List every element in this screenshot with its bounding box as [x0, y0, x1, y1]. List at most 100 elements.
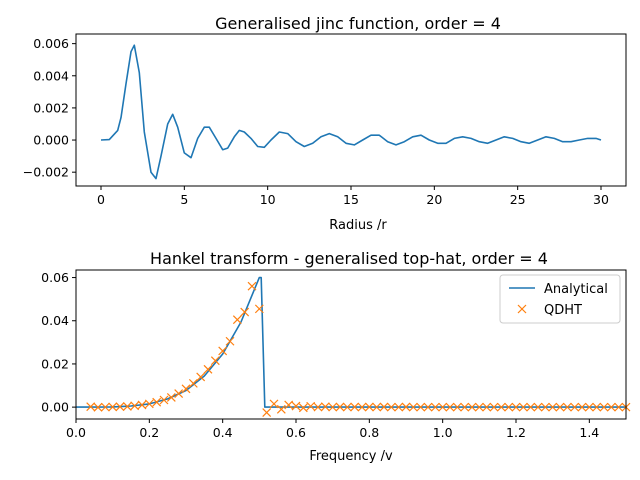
bottom-qdht-point [526, 402, 536, 412]
bottom-qdht-point [606, 402, 616, 412]
bottom-qdht-point [298, 403, 308, 413]
bottom-x-tick-label: 1.4 [579, 425, 599, 440]
bottom-qdht-point [166, 392, 176, 402]
bottom-qdht-point [562, 402, 572, 412]
legend-box [499, 274, 621, 324]
bottom-x-axis-label: Frequency /v [309, 449, 393, 464]
top-x-tick-label: 30 [593, 192, 609, 207]
legend: Analytical QDHT [499, 274, 621, 324]
bottom-qdht-point [482, 402, 492, 412]
bottom-y-tick-label: 0.02 [41, 356, 69, 371]
bottom-x-tick-label: 1.2 [506, 425, 526, 440]
bottom-qdht-point [467, 402, 477, 412]
bottom-qdht-point [203, 364, 213, 374]
bottom-qdht-point [196, 372, 206, 382]
bottom-qdht-point [188, 378, 198, 388]
bottom-qdht-point [460, 402, 470, 412]
bottom-qdht-point [174, 389, 184, 398]
bottom-qdht-point [306, 401, 316, 411]
bottom-qdht-point [218, 346, 228, 356]
top-x-axis-label: Radius /r [329, 218, 387, 233]
bottom-qdht-point [152, 397, 162, 407]
bottom-qdht-point [379, 402, 389, 412]
top-series-0-line [100, 44, 602, 180]
bottom-qdht-point [93, 402, 103, 412]
bottom-qdht-point [423, 402, 433, 412]
bottom-qdht-point [144, 399, 154, 409]
top-chart: Generalised jinc function, order = 4 0 5 1… [23, 14, 627, 233]
top-x-tick-label: 0 [97, 192, 105, 207]
top-y-tick-label: 0.002 [33, 100, 69, 115]
bottom-qdht-point [232, 315, 242, 325]
bottom-qdht-point [548, 402, 558, 412]
top-x-ticks: 0 5 10 15 20 25 30 [97, 186, 609, 207]
bottom-qdht-point [342, 402, 352, 412]
top-chart-title: Generalised jinc function, order = 4 [215, 14, 501, 33]
bottom-qdht-point [577, 402, 587, 412]
bottom-x-tick-label: 0.2 [139, 425, 159, 440]
top-y-ticks: −0.002 0.000 0.002 0.004 0.006 [23, 36, 76, 180]
bottom-qdht-point [430, 402, 440, 412]
bottom-qdht-point [511, 402, 521, 412]
bottom-qdht-point [313, 402, 323, 412]
top-x-tick-label: 20 [426, 192, 442, 207]
bottom-qdht-point [555, 402, 565, 412]
bottom-qdht-point [108, 402, 118, 412]
bottom-qdht-point [408, 402, 418, 412]
bottom-qdht-point [489, 402, 499, 412]
bottom-qdht-point [137, 400, 147, 410]
top-y-tick-label: 0.004 [33, 68, 69, 83]
bottom-qdht-point [533, 402, 543, 412]
bottom-qdht-point [100, 402, 110, 412]
top-y-tick-label: 0.000 [33, 133, 69, 148]
bottom-qdht-point [159, 395, 169, 405]
top-series-group [100, 44, 602, 180]
bottom-qdht-point [401, 402, 411, 412]
bottom-qdht-point [452, 402, 462, 412]
top-x-tick-label: 25 [510, 192, 526, 207]
bottom-qdht-point [540, 402, 550, 412]
legend-analytical-label: Analytical [544, 282, 608, 297]
bottom-x-tick-label: 0.0 [66, 425, 86, 440]
bottom-qdht-point [262, 408, 272, 417]
bottom-qdht-point [372, 402, 382, 412]
bottom-qdht-point [122, 402, 132, 411]
bottom-qdht-point [130, 401, 140, 411]
bottom-qdht-point [247, 281, 257, 291]
bottom-qdht-point [364, 402, 374, 412]
bottom-qdht-point [599, 402, 609, 412]
bottom-qdht-point [240, 307, 250, 317]
bottom-series-group [76, 276, 631, 417]
bottom-y-tick-label: 0.04 [41, 313, 69, 328]
bottom-qdht-point [225, 336, 235, 346]
top-y-tick-label: −0.002 [23, 165, 69, 180]
bottom-qdht-point [518, 402, 528, 412]
bottom-y-tick-label: 0.00 [41, 400, 69, 415]
bottom-y-tick-label: 0.06 [41, 270, 69, 285]
legend-qdht-swatch [517, 304, 527, 314]
bottom-plot-area [75, 269, 631, 420]
bottom-qdht-point [496, 402, 506, 412]
bottom-x-tick-label: 0.4 [213, 425, 233, 440]
bottom-x-tick-label: 1.0 [433, 425, 453, 440]
bottom-qdht-point [394, 402, 404, 412]
bottom-qdht-point [350, 402, 360, 412]
bottom-qdht-point [320, 402, 330, 412]
bottom-qdht-point [291, 401, 301, 411]
legend-qdht-label: QDHT [544, 303, 582, 318]
top-x-tick-label: 15 [343, 192, 359, 207]
bottom-chart: Hankel transform - generalised top-hat, … [41, 249, 631, 464]
bottom-axes-frame [75, 269, 627, 420]
bottom-qdht-point [357, 402, 367, 412]
bottom-qdht-point [335, 402, 345, 412]
top-x-tick-label: 10 [260, 192, 276, 207]
bottom-qdht-point [181, 384, 191, 394]
bottom-qdht-point [614, 402, 624, 412]
top-y-tick-label: 0.006 [33, 36, 69, 51]
bottom-qdht-point [284, 400, 294, 410]
bottom-qdht-point [328, 402, 338, 412]
bottom-qdht-point [474, 402, 484, 412]
bottom-qdht-point [86, 402, 96, 412]
